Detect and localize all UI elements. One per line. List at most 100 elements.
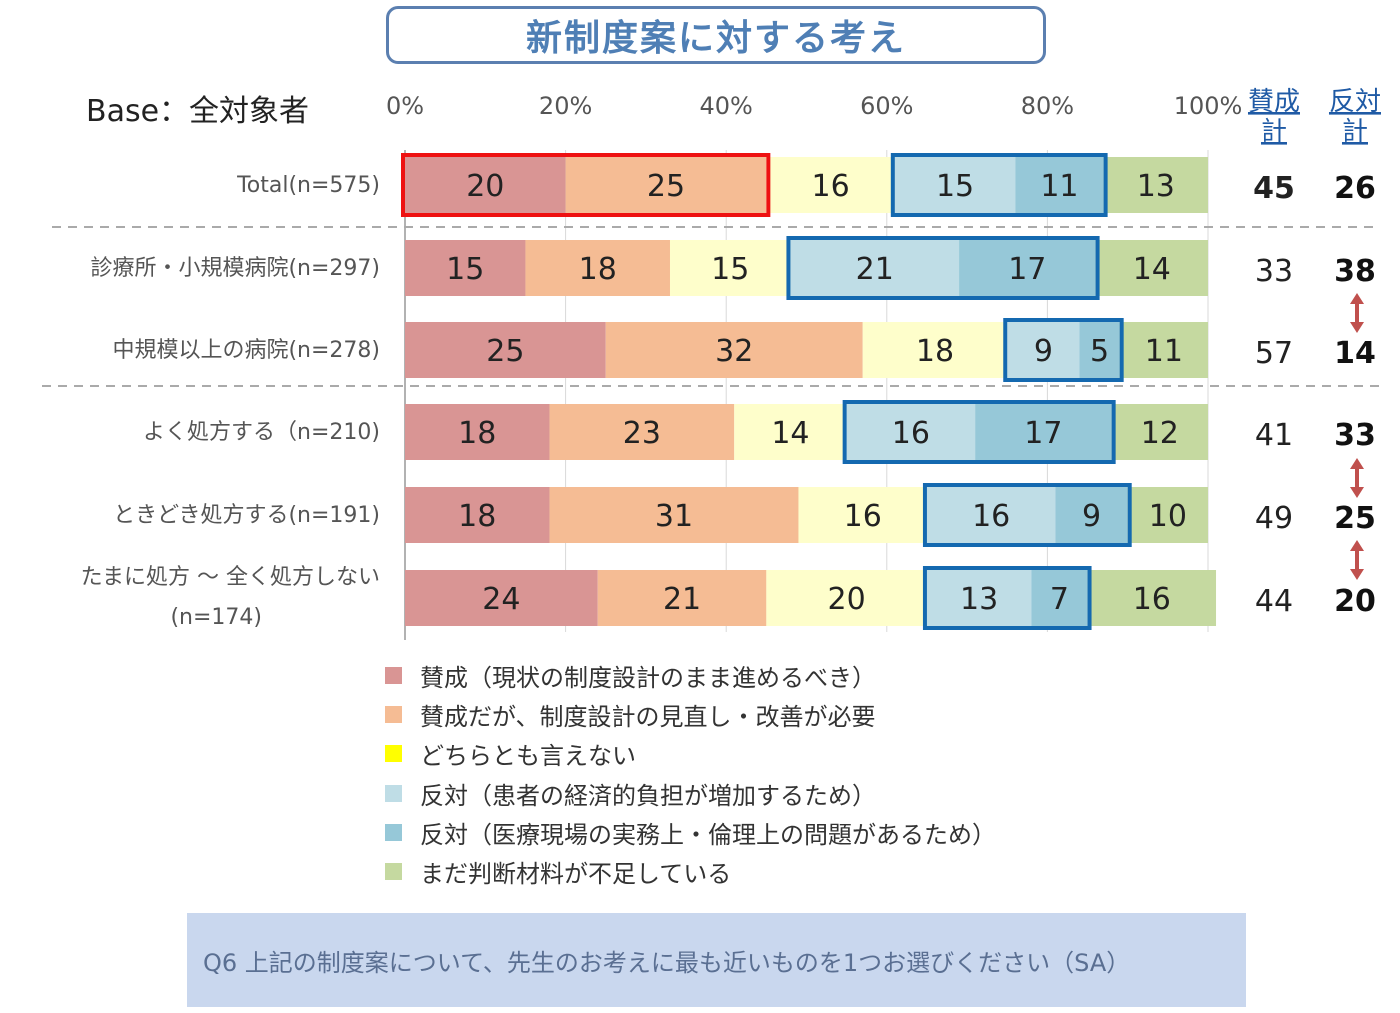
bar-value-label: 32	[715, 334, 753, 369]
bar-segment	[405, 404, 550, 460]
bar-segment	[959, 240, 1096, 296]
bar-value-label: 21	[856, 252, 894, 287]
bar-segment	[405, 157, 566, 213]
bar-value-label: 25	[647, 169, 685, 204]
bar-segment	[1015, 157, 1104, 213]
legend-item: どちらとも言えない	[385, 734, 996, 773]
bar-value-label: 16	[1133, 582, 1171, 617]
legend-item: 反対（患者の経済的負担が増加するため）	[385, 774, 996, 813]
legend-label: 反対（患者の経済的負担が増加するため）	[420, 781, 876, 810]
bar-segment	[926, 487, 1056, 543]
legend-label: 反対（医療現場の実務上・倫理上の問題があるため）	[420, 820, 996, 849]
x-tick-label: 0%	[386, 92, 424, 120]
bar-segment	[1087, 570, 1217, 626]
bar-value-label: 18	[579, 252, 617, 287]
bar-value-label: 7	[1050, 582, 1069, 617]
bar-value-label: 16	[844, 499, 882, 534]
legend-item: 賛成（現状の制度設計のまま進めるべき）	[385, 656, 996, 695]
bar-segment	[926, 570, 1032, 626]
bar-segment	[1031, 570, 1088, 626]
legend-swatch	[385, 706, 402, 724]
bar-segment	[766, 157, 895, 213]
oppose-highlight-box	[922, 483, 1132, 547]
oppose-total-header: 反対	[1329, 87, 1381, 117]
bar-segment	[975, 404, 1112, 460]
chart-title: 新制度案に対する考え	[525, 18, 906, 59]
oppose-highlight-box	[890, 153, 1108, 217]
bar-value-label: 14	[771, 416, 809, 451]
bar-segment	[565, 157, 767, 213]
arrow-head-icon	[1350, 458, 1364, 469]
bar-value-label: 16	[811, 169, 849, 204]
x-tick-label: 100%	[1174, 92, 1243, 120]
legend-label: どちらとも言えない	[420, 742, 636, 771]
agree-total-header: 計	[1261, 117, 1287, 147]
arrow-head-icon	[1350, 293, 1364, 304]
bar-segment	[405, 322, 606, 378]
legend-swatch	[385, 667, 402, 685]
x-tick-label: 20%	[539, 92, 592, 120]
bar-value-label: 10	[1149, 499, 1187, 534]
category-label: ときどき処方する(n=191)	[113, 503, 380, 528]
agree-total-value: 33	[1255, 254, 1293, 289]
x-tick-label: 40%	[700, 92, 753, 120]
category-label: (n=174)	[170, 605, 262, 630]
oppose-total-value: 25	[1334, 501, 1376, 536]
bar-value-label: 20	[466, 169, 504, 204]
bar-segment	[549, 487, 799, 543]
bar-value-label: 18	[458, 416, 496, 451]
oppose-total-header: 計	[1342, 117, 1368, 147]
bar-segment	[405, 570, 598, 626]
legend-item: まだ判断材料が不足している	[385, 852, 996, 891]
oppose-highlight-box	[786, 236, 1100, 300]
oppose-total-value: 33	[1334, 418, 1376, 453]
agree-total-value: 57	[1255, 336, 1293, 371]
bar-segment	[766, 570, 927, 626]
category-label: 中規模以上の病院(n=278)	[112, 338, 380, 363]
bar-value-label: 21	[663, 582, 701, 617]
bar-value-label: 5	[1090, 334, 1109, 369]
agree-highlight-box	[401, 153, 771, 217]
bar-value-label: 18	[916, 334, 954, 369]
legend-item: 反対（医療現場の実務上・倫理上の問題があるため）	[385, 813, 996, 852]
bar-value-label: 16	[972, 499, 1010, 534]
arrow-head-icon	[1350, 540, 1364, 551]
bar-value-label: 24	[482, 582, 520, 617]
category-label: Total(n=575)	[236, 173, 380, 198]
bar-segment	[1119, 322, 1208, 378]
legend-label: まだ判断材料が不足している	[420, 860, 732, 889]
bar-segment	[1055, 487, 1128, 543]
bar-value-label: 17	[1024, 416, 1062, 451]
bar-value-label: 25	[486, 334, 524, 369]
bar-segment	[862, 322, 1008, 378]
bar-value-label: 12	[1141, 416, 1179, 451]
bar-value-label: 15	[711, 252, 749, 287]
category-label: たまに処方 〜 全く処方しない	[81, 565, 380, 590]
category-label: よく処方する（n=210)	[143, 420, 380, 445]
bar-segment	[894, 157, 1016, 213]
legend-swatch	[385, 863, 402, 881]
bar-segment	[1079, 322, 1120, 378]
legend-swatch	[385, 784, 402, 802]
bar-value-label: 23	[623, 416, 661, 451]
oppose-highlight-box	[1003, 318, 1124, 382]
agree-total-value: 45	[1253, 171, 1295, 206]
legend: 賛成（現状の制度設計のまま進めるべき） 賛成だが、制度設計の見直し・改善が必要どち…	[385, 656, 996, 891]
bar-segment	[597, 570, 767, 626]
agree-total-value: 49	[1255, 501, 1293, 536]
bar-value-label: 9	[1034, 334, 1053, 369]
bar-segment	[734, 404, 847, 460]
oppose-total-value: 26	[1334, 171, 1376, 206]
question-box: Q6 上記の制度案について、先生のお考えに最も近いものを1つお選びください（SA…	[187, 913, 1246, 1007]
bar-value-label: 15	[446, 252, 484, 287]
bar-value-label: 15	[936, 169, 974, 204]
bar-segment	[798, 487, 927, 543]
bar-segment	[790, 240, 960, 296]
question-text: Q6 上記の制度案について、先生のお考えに最も近いものを1つお選びください（SA…	[203, 948, 1131, 977]
bar-value-label: 16	[892, 416, 930, 451]
bar-value-label: 13	[960, 582, 998, 617]
oppose-highlight-box	[842, 400, 1116, 464]
legend-item: 賛成だが、制度設計の見直し・改善が必要	[385, 695, 996, 734]
bar-value-label: 9	[1082, 499, 1101, 534]
